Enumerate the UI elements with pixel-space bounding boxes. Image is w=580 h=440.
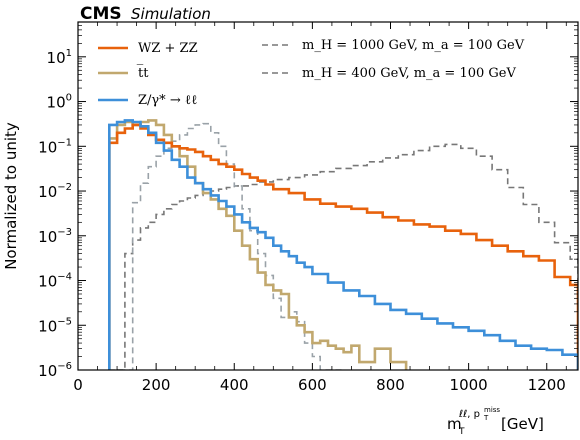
y-tick-label: 10−2 [38, 182, 72, 201]
x-tick-label: 800 [376, 376, 405, 394]
y-tick-label: 101 [47, 48, 72, 67]
svg-text:m: m [447, 415, 462, 433]
x-axis-title: m T ℓℓ, p T miss [GeV] [447, 406, 544, 437]
x-tick-label: 600 [298, 376, 327, 394]
x-tick-label: 1200 [528, 376, 566, 394]
y-tick-label: 10−4 [38, 272, 72, 291]
y-tick-label: 100 [47, 93, 72, 112]
y-axis-title: Normalized to unity [2, 122, 20, 270]
series-layer [108, 119, 578, 370]
y-tick-label: 10−1 [38, 137, 72, 156]
x-tick-label: 200 [142, 376, 171, 394]
ticks-layer: 0 200 400 600 800 1000 1200 10−6 10−5 10−4 10−3 10−… [38, 21, 578, 394]
x-tick-label: 0 [73, 376, 83, 394]
svg-text:[GeV]: [GeV] [501, 415, 544, 433]
legend-label-0: WZ + ZZ [138, 41, 198, 56]
svg-text:ℓℓ, p: ℓℓ, p [459, 409, 480, 420]
legend-label-3: m_H = 1000 GeV, m_a = 100 GeV [302, 38, 525, 53]
experiment-label: CMS [80, 4, 122, 24]
plot-frame [77, 21, 579, 371]
series-line-3 [117, 143, 578, 370]
x-tick-label: 1000 [450, 376, 488, 394]
y-tick-label: 10−5 [38, 316, 72, 335]
svg-text:T: T [458, 427, 465, 437]
series-line-1 [108, 119, 408, 370]
legend: WZ + ZZ t̅t Z/γ* → ℓℓ m_H = 1000 GeV, m_a =… [98, 38, 525, 108]
legend-label-4: m_H = 400 GeV, m_a = 100 GeV [302, 66, 516, 81]
series-line-2 [108, 119, 578, 370]
legend-label-2: Z/γ* → ℓℓ [138, 93, 197, 108]
y-tick-label: 10−6 [38, 361, 72, 380]
x-tick-label: 400 [220, 376, 249, 394]
legend-label-1: t̅t [136, 64, 149, 81]
series-line-0 [108, 123, 578, 370]
svg-text:miss: miss [484, 406, 500, 414]
simulation-tag: Simulation [131, 5, 211, 23]
y-tick-label: 10−3 [38, 227, 72, 246]
svg-text:T: T [483, 414, 489, 422]
